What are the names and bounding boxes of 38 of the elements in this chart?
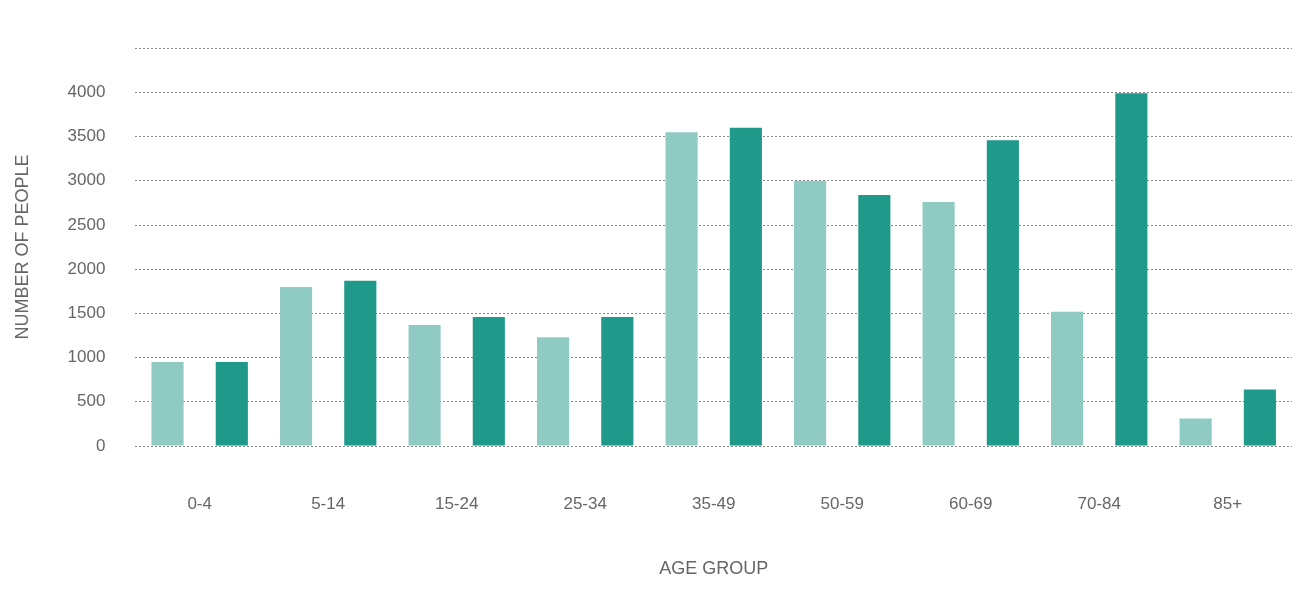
y-axis-title: NUMBER OF PEOPLE [11, 154, 32, 340]
x-axis-title: AGE GROUP [659, 558, 769, 579]
y-tick-label: 0 [95, 435, 106, 455]
bar [279, 286, 313, 446]
bar [601, 316, 634, 446]
bar [665, 132, 698, 446]
bar [986, 140, 1019, 446]
y-tick-label: 3000 [67, 170, 106, 190]
y-tick-label: 500 [77, 391, 106, 411]
y-tick-label: 2000 [67, 258, 106, 278]
x-tick-label: 5-14 [311, 493, 346, 513]
x-tick-label: 85+ [1213, 493, 1243, 513]
bar [215, 362, 248, 446]
x-tick-label: 70-84 [1077, 493, 1121, 513]
bar [1243, 389, 1276, 446]
bar [1051, 311, 1084, 446]
x-tick-label: 0-4 [187, 493, 212, 513]
bar [794, 180, 827, 446]
bar [472, 316, 505, 446]
x-tick-label: 60-69 [948, 493, 993, 513]
y-tick-label: 1500 [67, 303, 106, 323]
bar [1115, 93, 1148, 446]
x-tick-label: 35-49 [691, 493, 736, 513]
y-tick-label: 1000 [67, 347, 106, 367]
bar [408, 324, 441, 446]
bar [922, 202, 955, 446]
x-tick-label: 50-59 [820, 493, 864, 513]
y-tick-label: 2500 [67, 214, 106, 234]
y-tick-label: 3500 [67, 126, 106, 146]
bar [729, 127, 762, 446]
bar [1179, 418, 1212, 446]
x-tick-label: 25-34 [563, 493, 607, 513]
bar [151, 362, 184, 446]
bar [858, 194, 891, 446]
y-tick-label: 4000 [67, 82, 106, 102]
bar [537, 337, 570, 446]
x-tick-label: 15-24 [434, 493, 479, 513]
bar [344, 280, 377, 446]
